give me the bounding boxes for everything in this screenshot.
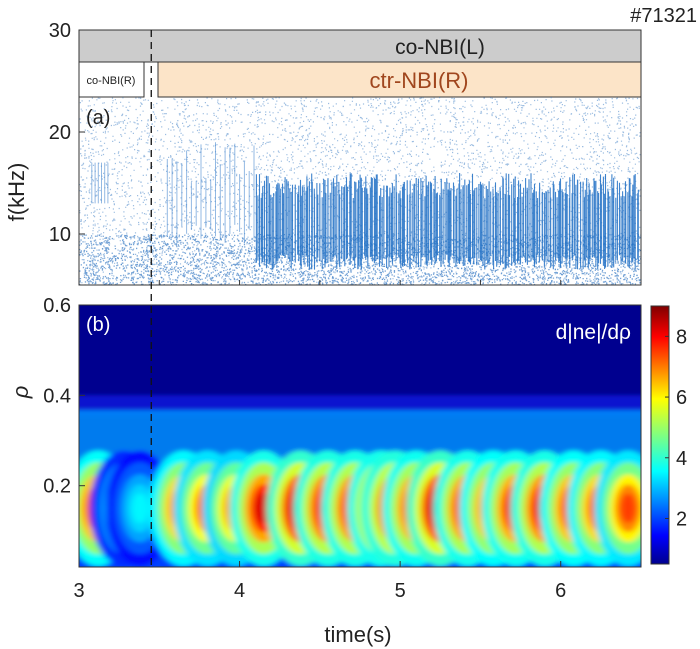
shot-label: #71321 [630,5,697,27]
colorbar [650,305,670,565]
spectrogram-marks [79,97,641,285]
spectrogram-mode-streaks [255,173,639,270]
ctr-nbi-r-label: ctr-NBI(R) [370,68,469,93]
ctr-nbi-r-bar [157,61,642,98]
heat-burst-20 [594,450,641,567]
co-nbi-l-label: co-NBI(L) [395,36,485,59]
co-nbi-r-bar [78,61,145,98]
panel-a-label: (a) [86,107,110,129]
cbar-tick-label-3: 8 [676,326,687,348]
cbar-tick-label-0: 2 [676,508,687,530]
panel-b-frame [78,304,642,568]
panel-a-frame [78,29,642,286]
panel-b: (b) d|ne|/dρ 0.2 0.4 0.6 3 4 5 6 ρ time(s) 2 4 6… [8,295,687,647]
colorbar-ticks: 2 4 6 8 [665,326,687,530]
panel-a-ylabel: f(kHz) [4,163,29,222]
spectrogram-early-streaks [91,142,255,244]
a-ytick-label-0: 10 [49,224,71,246]
b-xtick-label-1: 4 [234,580,245,602]
cbar-tick-label-1: 4 [676,448,687,470]
b-ytick-label-0: 0.2 [43,476,71,498]
b-xtick-label-3: 6 [555,580,566,602]
b-xtick-label-2: 5 [395,580,406,602]
co-nbi-l-bar [78,29,642,63]
panel-a-y-ticks: 10 20 30 [49,20,642,285]
heatmap-field [79,395,641,567]
panel-b-label: (b) [86,314,110,336]
panel-a: co-NBI(L) co-NBI(R) ctr-NBI(R) (a) 10 20 3… [4,20,642,286]
a-ytick-label-1: 20 [49,122,71,144]
b-ytick-label-2: 0.6 [43,295,71,317]
x-axis-label: time(s) [324,622,391,647]
co-nbi-r-label: co-NBI(R) [87,75,136,87]
quantity-label: d|ne|/dρ [556,321,631,344]
a-ytick-label-2: 30 [49,20,71,42]
cbar-tick-label-2: 6 [676,387,687,409]
b-ytick-label-1: 0.4 [43,385,71,407]
panel-b-ylabel: ρ [8,386,33,400]
panel-b-ticks: 0.2 0.4 0.6 3 4 5 6 [43,295,566,602]
b-xtick-label-0: 3 [73,580,84,602]
